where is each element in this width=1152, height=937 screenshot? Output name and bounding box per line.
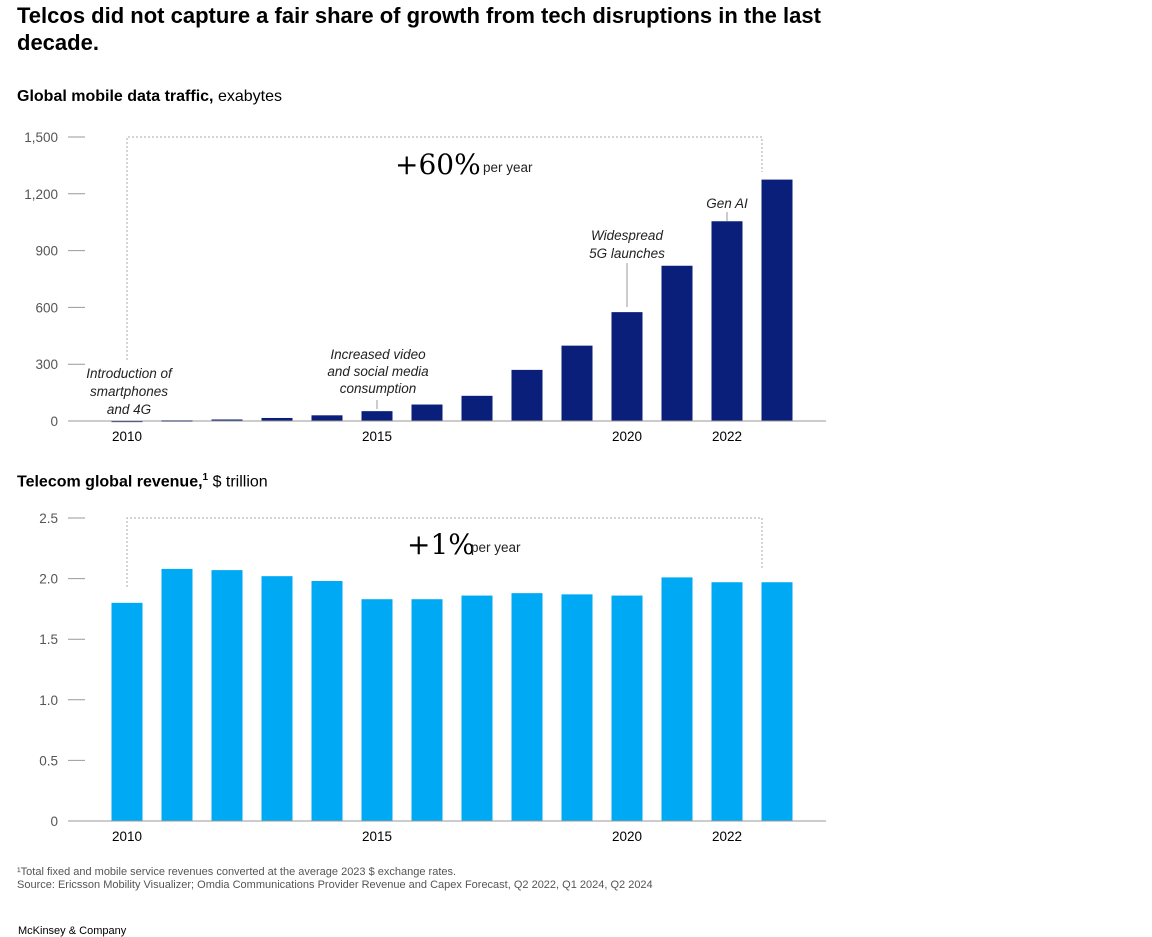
revenue-xtick-label: 2020 bbox=[612, 829, 642, 844]
revenue-bar-2014 bbox=[311, 581, 343, 821]
traffic-xtick-label: 2010 bbox=[112, 429, 142, 444]
traffic-bar-2021 bbox=[661, 265, 693, 421]
footnote-1: ¹Total fixed and mobile service revenues… bbox=[17, 866, 457, 878]
traffic-ytick-label: 900 bbox=[35, 244, 58, 259]
traffic-growth-value: +60% bbox=[395, 148, 481, 181]
traffic-bar-2012 bbox=[211, 419, 243, 421]
revenue-bar-2022 bbox=[711, 582, 743, 821]
traffic-annotation-2011-line: smartphones bbox=[90, 384, 168, 399]
traffic-ytick-label: 1,200 bbox=[24, 187, 58, 202]
revenue-ytick-label: 0 bbox=[50, 814, 58, 829]
traffic-bar-2013 bbox=[261, 417, 293, 421]
revenue-ytick-label: 1.0 bbox=[39, 693, 58, 708]
traffic-ytick-label: 1,500 bbox=[24, 130, 58, 145]
revenue-growth-sub: per year bbox=[471, 540, 521, 555]
traffic-annotation-2015-line: Increased video bbox=[330, 347, 426, 362]
traffic-chart-title: Global mobile data traffic, exabytes bbox=[17, 88, 282, 106]
revenue-bar-2015 bbox=[361, 599, 393, 821]
revenue-bar-2016 bbox=[411, 599, 443, 821]
revenue-bar-2012 bbox=[211, 570, 243, 821]
traffic-chart: 0 300 600 900 1,200 1,500 2010 2015 2020 2022 +60%… bbox=[24, 130, 826, 444]
revenue-ytick-label: 1.5 bbox=[39, 632, 58, 647]
revenue-bar-2019 bbox=[561, 594, 593, 821]
revenue-bar-2011 bbox=[161, 568, 193, 821]
traffic-annotation-2015-line: consumption bbox=[340, 381, 417, 396]
revenue-bar-2010 bbox=[111, 602, 143, 821]
traffic-bar-2018 bbox=[511, 369, 543, 421]
revenue-ytick-label: 0.5 bbox=[39, 753, 58, 768]
traffic-annotation-2011-line: and 4G bbox=[107, 402, 151, 417]
traffic-ytick-label: 0 bbox=[50, 414, 58, 429]
traffic-annotation-2022-line: Gen AI bbox=[706, 196, 748, 211]
traffic-xtick-label: 2020 bbox=[612, 429, 642, 444]
traffic-bar-2015 bbox=[361, 411, 393, 421]
revenue-growth-label: +1% bbox=[407, 528, 475, 561]
revenue-bar-2018 bbox=[511, 593, 543, 821]
footnotes: ¹Total fixed and mobile service revenues… bbox=[17, 866, 653, 892]
page-headline: Telcos did not capture a fair share of g… bbox=[17, 3, 821, 55]
revenue-chart-title: Telecom global revenue,1 $ trillion bbox=[17, 472, 268, 491]
traffic-xtick-label: 2015 bbox=[362, 429, 392, 444]
traffic-bar-2017 bbox=[461, 395, 493, 421]
revenue-chart: 0 0.5 1.0 1.5 2.0 2.5 2010 2015 2020 2022 +1%per y… bbox=[39, 511, 826, 844]
revenue-ytick-label: 2.0 bbox=[39, 572, 58, 587]
traffic-bar-2020 bbox=[611, 312, 643, 421]
traffic-chart-title-main: Global mobile data traffic, bbox=[17, 88, 214, 105]
traffic-annotation-2015-line: and social media bbox=[327, 364, 429, 379]
traffic-bar-2014 bbox=[311, 415, 343, 421]
traffic-annotation-2020-line: 5G launches bbox=[589, 246, 665, 261]
revenue-chart-footnote-marker: 1 bbox=[202, 472, 209, 483]
revenue-bar-2013 bbox=[261, 576, 293, 821]
revenue-xtick-label: 2022 bbox=[712, 829, 742, 844]
traffic-bar-2019 bbox=[561, 345, 593, 421]
source-note: Source: Ericsson Mobility Visualizer; Om… bbox=[17, 879, 653, 891]
revenue-chart-unit: $ trillion bbox=[212, 473, 268, 491]
revenue-chart-title-main: Telecom global revenue, bbox=[17, 473, 203, 491]
revenue-xtick-label: 2010 bbox=[112, 829, 142, 844]
revenue-bar-2020 bbox=[611, 595, 643, 821]
traffic-ytick-label: 300 bbox=[35, 357, 58, 372]
revenue-bar-2021 bbox=[661, 577, 693, 821]
traffic-growth-label: +60% bbox=[395, 148, 481, 181]
traffic-bar-2022 bbox=[711, 221, 743, 421]
brand-label: McKinsey & Company bbox=[18, 925, 127, 937]
traffic-xtick-label: 2022 bbox=[712, 429, 742, 444]
traffic-growth-sub: per year bbox=[483, 160, 533, 175]
revenue-xtick-label: 2015 bbox=[362, 829, 392, 844]
revenue-growth-bracket bbox=[126, 517, 763, 587]
traffic-bar-2023 bbox=[761, 179, 793, 421]
traffic-chart-unit: exabytes bbox=[217, 88, 282, 105]
traffic-growth-bracket bbox=[126, 136, 763, 360]
traffic-annotation-2020-line: Widespread bbox=[591, 228, 663, 243]
traffic-ytick-label: 600 bbox=[35, 300, 58, 315]
revenue-ytick-label: 2.5 bbox=[39, 511, 58, 526]
revenue-bar-2023 bbox=[761, 582, 793, 821]
revenue-growth-value: +1% bbox=[407, 528, 475, 561]
traffic-bar-2016 bbox=[411, 404, 443, 421]
revenue-bar-2017 bbox=[461, 595, 493, 821]
traffic-annotation-2011-line: Introduction of bbox=[86, 366, 173, 381]
